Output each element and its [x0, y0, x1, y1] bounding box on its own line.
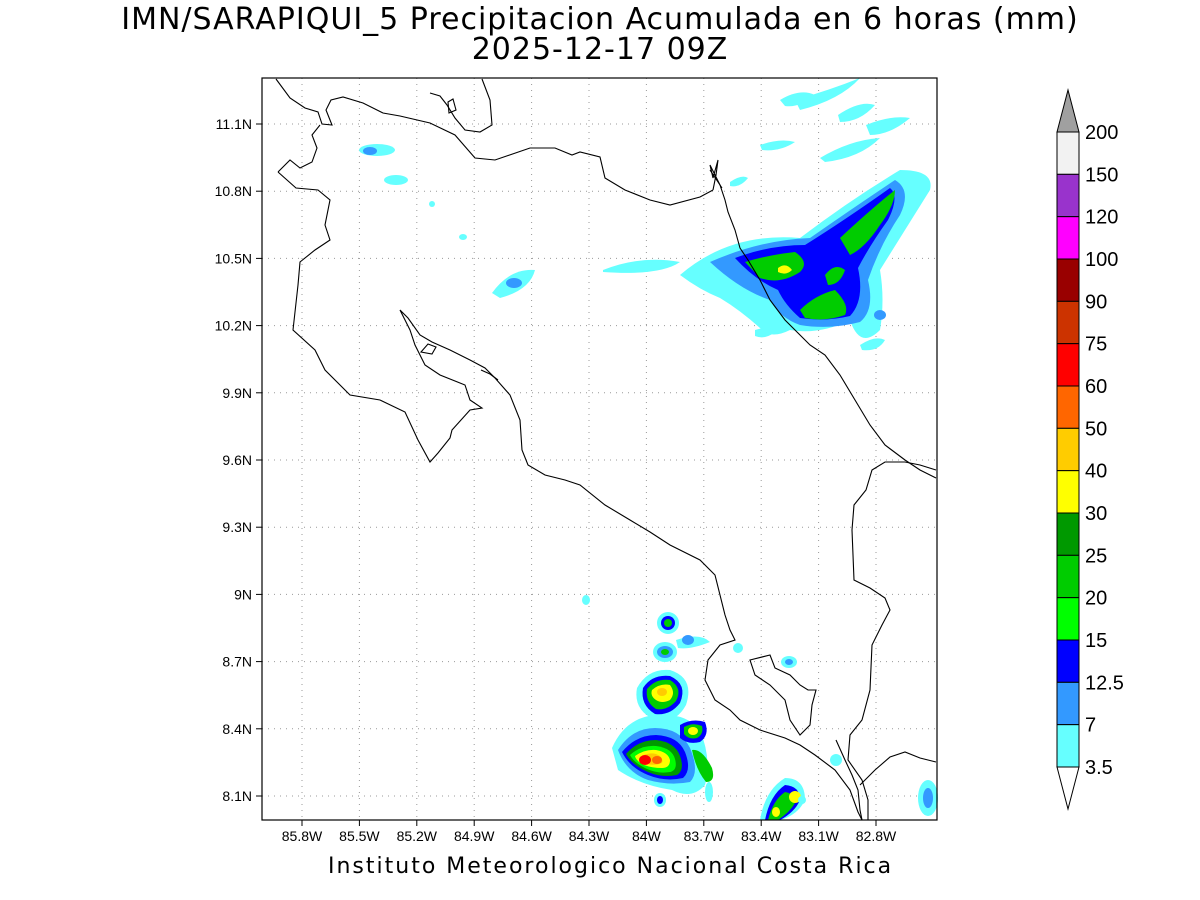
colorbar-label: 150	[1085, 164, 1118, 186]
gulf-nicoya-coast	[480, 369, 499, 381]
colorbar-swatch	[1056, 131, 1080, 175]
lat-tick-label: 9.9N	[222, 385, 252, 401]
colorbar-swatch	[1056, 470, 1080, 514]
coastlines-borders	[275, 78, 937, 821]
pacific-coast-guanacaste	[277, 171, 863, 821]
caribbean-coast-nicaragua	[275, 78, 714, 206]
pacific-coast-nicaragua	[277, 124, 321, 173]
colorbar-swatch	[1056, 173, 1080, 218]
colorbar-label: 120	[1085, 207, 1118, 229]
nicoya-islet	[419, 343, 437, 355]
colorbar-label: 100	[1085, 249, 1118, 271]
colorbar-swatch	[1056, 385, 1080, 429]
colorbar-swatch	[1056, 597, 1080, 641]
colorbar-swatch	[1056, 300, 1080, 345]
precip-cluster-caribbean-north	[603, 78, 931, 351]
colorbar-label: 50	[1085, 418, 1107, 440]
colorbar-label: 200	[1085, 122, 1118, 144]
colorbar-label: 25	[1085, 545, 1107, 567]
lat-tick-label: 11.1N	[216, 116, 252, 132]
lat-tick-label: 9N	[234, 586, 252, 602]
lat-tick-label: 10.8N	[215, 183, 252, 199]
island-outline	[447, 98, 457, 114]
colorbar-swatch	[1056, 427, 1080, 472]
colorbar-swatch	[1056, 681, 1080, 726]
border-cr-panama	[835, 739, 863, 821]
lon-tick-label: 84W	[632, 828, 662, 844]
lat-tick-label: 9.3N	[222, 519, 252, 535]
colorbar-swatch	[1056, 639, 1080, 683]
colorbar-label: 30	[1085, 503, 1107, 525]
lon-tick-label: 84.9W	[454, 828, 495, 844]
map-valid-time: 2025-12-17 09Z	[471, 32, 729, 67]
lake-shore-north	[429, 78, 493, 133]
latitude-axis: 11.1N 10.8N 10.5N 10.2N 9.9N 9.6N 9.3N 9N 8.7N 8.…	[215, 116, 262, 804]
colorbar-label: 20	[1085, 588, 1107, 610]
colorbar-label: 3.5	[1085, 757, 1113, 779]
precip-cluster-pacific-south	[612, 612, 806, 820]
burica-coast	[859, 751, 937, 786]
lon-tick-label: 83.4W	[741, 828, 782, 844]
colorbar-swatch	[1056, 216, 1080, 260]
colorbar-swatch	[1056, 343, 1080, 387]
lon-tick-label: 83.7W	[684, 828, 725, 844]
colorbar-swatch	[1056, 554, 1080, 599]
map-title: IMN/SARAPIQUI_5 Precipitacion Acumulada …	[121, 2, 1079, 37]
lon-tick-label: 85.8W	[282, 828, 323, 844]
colorbar-label: 12.5	[1085, 672, 1124, 694]
lat-tick-label: 9.6N	[222, 452, 252, 468]
lon-tick-label: 84.6W	[511, 828, 552, 844]
map-frame	[261, 77, 938, 821]
colorbar-overflow-triangle	[1056, 88, 1080, 133]
lat-tick-label: 10.5N	[215, 250, 252, 266]
colorbar-swatch	[1056, 512, 1080, 556]
lon-tick-label: 85.2W	[397, 828, 438, 844]
colorbar-label: 7	[1085, 715, 1096, 737]
colorbar-label: 60	[1085, 376, 1107, 398]
lon-tick-label: 85.5W	[339, 828, 380, 844]
panama-border-north	[709, 169, 723, 189]
longitude-axis: 85.8W 85.5W 85.2W 84.9W 84.6W 84.3W 84W 83.7W 83…	[282, 820, 897, 844]
colorbar-swatch	[1056, 258, 1080, 302]
lat-tick-label: 10.2N	[215, 318, 252, 334]
lat-tick-label: 8.1N	[222, 788, 252, 804]
colorbar-label: 40	[1085, 461, 1107, 483]
colorbar-label: 75	[1085, 334, 1107, 356]
caribbean-coast-costa-rica	[709, 159, 937, 479]
bocas-coast	[847, 461, 937, 820]
precip-isolated-cells	[359, 144, 938, 816]
osa-peninsula	[749, 654, 817, 736]
colorbar-label: 15	[1085, 630, 1107, 652]
lat-tick-label: 8.4N	[222, 721, 252, 737]
lon-tick-label: 83.1W	[798, 828, 839, 844]
institution-credit: Instituto Meteorologico Nacional Costa R…	[328, 854, 894, 879]
lon-tick-label: 84.3W	[569, 828, 610, 844]
colorbar-label: 90	[1085, 291, 1107, 313]
lat-tick-label: 8.7N	[222, 654, 252, 670]
lon-tick-label: 82.8W	[856, 828, 897, 844]
map-gridlines	[262, 78, 937, 820]
colorbar-swatch	[1056, 724, 1080, 768]
colorbar-legend: 200 150 120 100 90 75 60 50 40 30 25 20 15 12.5 7 3.5	[1056, 88, 1124, 811]
colorbar-underflow-triangle	[1056, 766, 1080, 811]
precipitation-field	[359, 78, 938, 820]
